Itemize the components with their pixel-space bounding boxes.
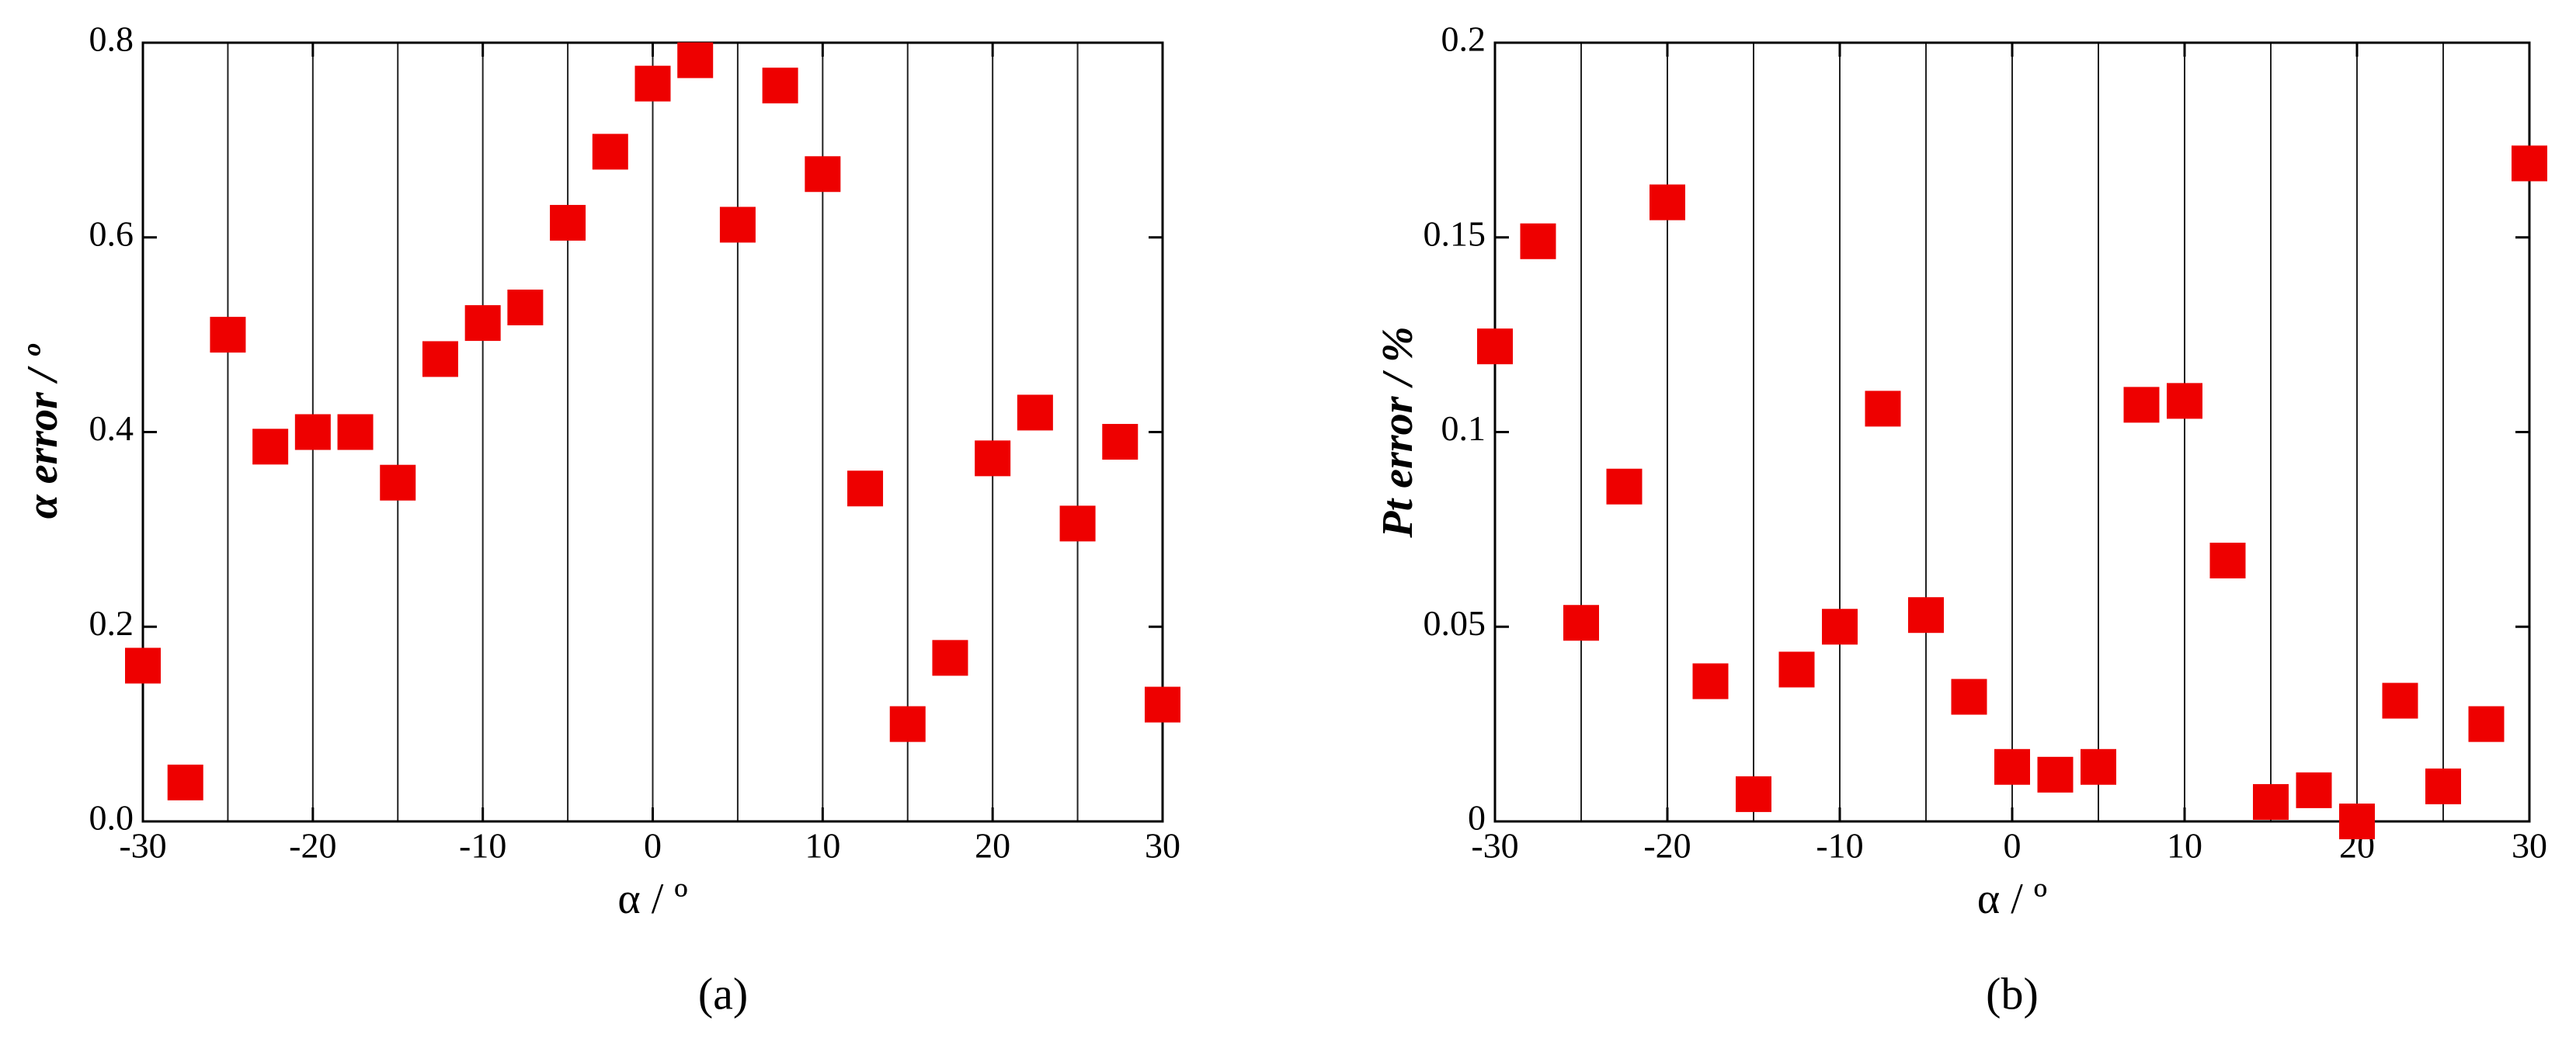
scatter-point [1102, 424, 1139, 460]
scatter-point [1908, 597, 1944, 634]
scatter-point [1017, 394, 1053, 431]
caption: (a) [698, 968, 748, 1019]
scatter-point [1606, 468, 1643, 505]
scatter-point [294, 414, 331, 450]
scatter-point [2512, 145, 2547, 182]
scatter-point [464, 305, 501, 342]
x-tick-label: -20 [1643, 826, 1691, 866]
scatter-point [1951, 679, 1987, 715]
x-tick-label: 30 [2512, 826, 2547, 866]
x-tick-label: 10 [805, 826, 840, 866]
scatter-point [2296, 772, 2332, 808]
scatter-point [252, 429, 289, 465]
scatter-point [2382, 682, 2418, 719]
y-tick-label: 0.8 [89, 19, 134, 59]
x-tick-label: -10 [1816, 826, 1863, 866]
x-tick-label: -20 [289, 826, 336, 866]
scatter-point [889, 706, 926, 742]
scatter-point [1692, 663, 1729, 700]
caption: (b) [1986, 968, 2039, 1019]
scatter-point [677, 42, 714, 78]
scatter-point [1477, 328, 1513, 365]
x-tick-label: 0 [644, 826, 662, 866]
scatter-point [422, 341, 458, 377]
scatter-point [975, 440, 1011, 477]
scatter-point [2167, 383, 2202, 419]
x-tick-label: -30 [119, 826, 166, 866]
scatter-point [2425, 768, 2461, 804]
x-axis-label: α / º [617, 875, 687, 923]
scatter-point [1059, 505, 1096, 542]
plot-frame [1493, 41, 2531, 823]
scatter-point [634, 65, 671, 102]
x-tick-label: -30 [1471, 826, 1518, 866]
scatter-point [167, 764, 203, 800]
x-tick-label: 20 [975, 826, 1010, 866]
plot-frame [141, 41, 1164, 823]
y-tick-label: 0.6 [89, 214, 134, 253]
y-tick-label: 0.2 [89, 603, 134, 643]
scatter-point [2209, 542, 2246, 578]
scatter-point [762, 68, 798, 104]
y-tick-label: 0.15 [1424, 214, 1486, 253]
scatter-point [1520, 223, 1556, 259]
y-tick-label: 0 [1468, 798, 1486, 838]
scatter-point [337, 414, 374, 450]
y-tick-label: 0.2 [1441, 19, 1486, 59]
y-axis-label: α error / º [19, 344, 67, 519]
scatter-point [210, 317, 246, 353]
scatter-point [847, 470, 884, 507]
scatter-point [380, 464, 416, 501]
chart-panel: 00.050.10.150.2-30 -20 -10 0 10 20 30α / ºPt e… [1374, 19, 2547, 1019]
scatter-point [932, 640, 968, 676]
y-axis-label: Pt error / % [1374, 326, 1422, 538]
scatter-point [1865, 391, 1901, 427]
y-tick-label: 0.0 [89, 798, 134, 838]
y-tick-label: 0.05 [1424, 603, 1486, 643]
scatter-point [550, 204, 586, 241]
scatter-point [1736, 776, 1771, 812]
scatter-point [1650, 184, 1685, 220]
chart-panel: 0.0 0.2 0.4 0.6 0.8 -30 -20 -10 0 10 20 30 α / º α er… [19, 19, 1180, 1019]
scatter-point [507, 290, 544, 326]
scatter-point [1563, 605, 1599, 641]
scatter-point [592, 134, 628, 170]
scatter-point [1145, 686, 1180, 723]
scatter-point [2037, 756, 2074, 793]
x-tick-label: 10 [2167, 826, 2202, 866]
scatter-point [1822, 609, 1858, 645]
scatter-point [805, 156, 841, 193]
scatter-point [719, 207, 756, 243]
x-tick-label: -10 [459, 826, 506, 866]
x-axis-label: α / º [1977, 875, 2047, 923]
y-tick-label: 0.1 [1441, 408, 1486, 448]
x-tick-label: 30 [1145, 826, 1180, 866]
x-tick-label: 0 [2004, 826, 2022, 866]
scatter-point [2468, 706, 2505, 742]
scatter-point [1778, 651, 1815, 688]
scatter-point [2123, 387, 2160, 423]
scatter-point [2081, 748, 2116, 785]
scatter-point [2253, 783, 2289, 820]
y-tick-label: 0.4 [89, 408, 134, 448]
scatter-point [1994, 748, 2030, 785]
scatter-point [125, 648, 161, 684]
scatter-point [2339, 804, 2375, 839]
